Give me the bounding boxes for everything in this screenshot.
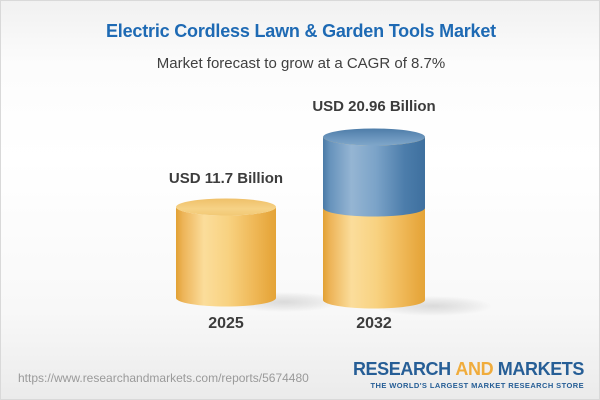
research-and-markets-logo: RESEARCH AND MARKETS THE WORLD'S LARGEST…	[353, 360, 584, 390]
category-label-2025: 2025	[208, 315, 244, 332]
logo-word-research: RESEARCH	[352, 359, 451, 379]
logo-wordmark: RESEARCH AND MARKETS	[353, 360, 584, 378]
chart-title: Electric Cordless Lawn & Garden Tools Ma…	[106, 21, 496, 41]
bar-2025-body	[176, 207, 276, 307]
logo-word-markets: MARKETS	[497, 359, 585, 379]
bar-2032-top	[323, 128, 425, 146]
chart-subtitle: Market forecast to grow at a CAGR of 8.7…	[156, 55, 446, 72]
report-url: https://www.researchandmarkets.com/repor…	[18, 371, 309, 385]
bar-2025-top	[176, 198, 276, 216]
logo-word-and: AND	[455, 359, 494, 379]
category-label-2032: 2032	[356, 315, 392, 332]
value-label-2032: USD 20.96 Billion	[312, 98, 436, 115]
bar-2032-blue-segment	[323, 137, 425, 217]
value-label-2025: USD 11.7 Billion	[168, 170, 284, 187]
logo-tagline: THE WORLD'S LARGEST MARKET RESEARCH STOR…	[370, 381, 584, 390]
